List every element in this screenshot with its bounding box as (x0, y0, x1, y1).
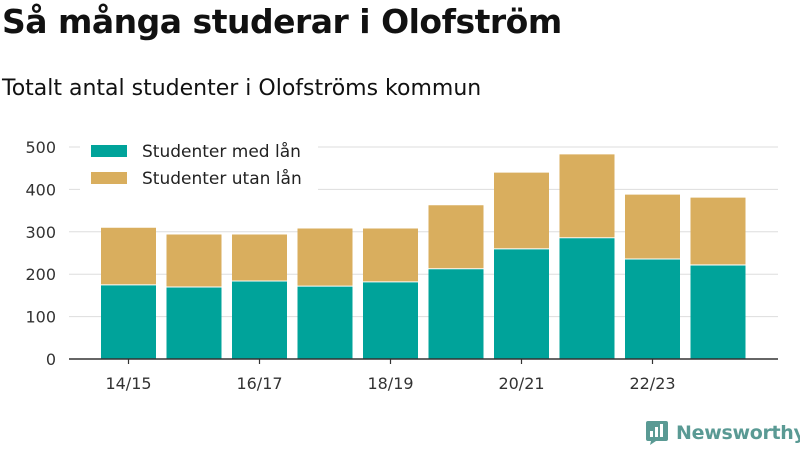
bar-segment-utan-lan (494, 171, 549, 249)
y-tick-label: 100 (25, 308, 56, 327)
legend-label: Studenter utan lån (142, 168, 302, 189)
chart-title: Så många studerar i Olofström (2, 2, 562, 41)
bar-segment-med-lan (494, 248, 549, 359)
bar-segment-med-lan (363, 281, 418, 359)
x-tick-label: 16/17 (236, 374, 282, 393)
y-tick-label: 200 (25, 265, 56, 284)
bar-segment-med-lan (166, 286, 222, 359)
bar-segment-med-lan (232, 280, 287, 359)
bar-segment-utan-lan (101, 226, 156, 285)
bar-segment-utan-lan (690, 196, 746, 265)
legend-label: Studenter med lån (142, 141, 301, 162)
bar-segment-med-lan (625, 258, 680, 359)
x-tick-label: 22/23 (629, 374, 675, 393)
bar-segment-med-lan (297, 285, 353, 359)
bar-segment-med-lan (428, 268, 484, 359)
x-tick-label: 14/15 (105, 374, 151, 393)
y-tick-label: 500 (25, 138, 56, 157)
y-tick-label: 0 (46, 350, 56, 369)
chart-subtitle: Totalt antal studenter i Olofströms komm… (2, 76, 482, 101)
bar-segment-med-lan (101, 284, 156, 359)
bar-segment-med-lan (559, 237, 615, 359)
y-tick-label: 300 (25, 223, 56, 242)
bar-segment-utan-lan (363, 227, 418, 282)
x-tick-label: 20/21 (498, 374, 544, 393)
bar-segment-utan-lan (297, 227, 353, 286)
bar-segment-utan-lan (232, 233, 287, 281)
bar-segment-utan-lan (166, 233, 222, 287)
newsworthy-logo-icon (646, 421, 668, 445)
x-tick-label: 18/19 (367, 374, 413, 393)
bar-segment-med-lan (690, 264, 746, 359)
bar-segment-utan-lan (559, 153, 615, 238)
legend-swatch-med-lan (91, 145, 127, 157)
legend-swatch-utan-lan (91, 172, 127, 184)
bar-segment-utan-lan (625, 193, 680, 259)
brand-logo: Newsworthy (644, 420, 800, 446)
y-tick-label: 400 (25, 180, 56, 199)
bar-segment-utan-lan (428, 204, 484, 269)
brand-name: Newsworthy (676, 422, 800, 444)
